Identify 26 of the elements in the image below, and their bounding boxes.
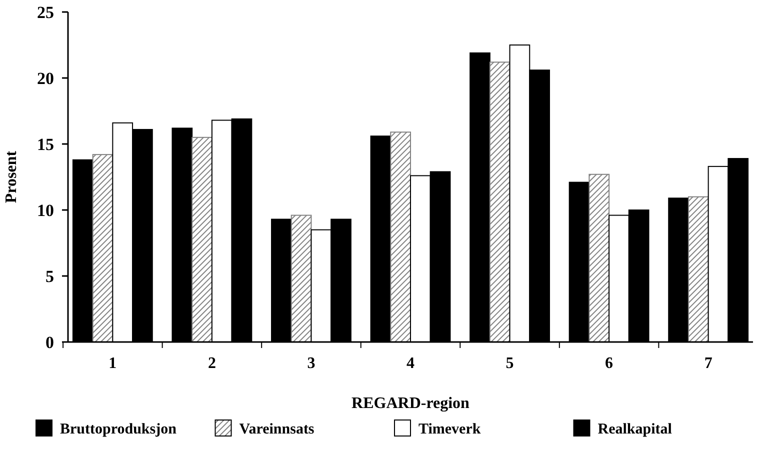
y-tick-label: 10 [37, 200, 54, 220]
y-tick-label: 20 [37, 68, 54, 88]
bar [92, 154, 114, 342]
legend-label: Vareinnsats [239, 421, 314, 438]
bar [192, 136, 212, 342]
x-tick-label: 6 [605, 355, 614, 372]
bar [290, 214, 312, 342]
bar [489, 62, 510, 342]
y-tick-label: 5 [46, 266, 54, 286]
x-tick-label: 4 [406, 355, 414, 372]
x-tick-label: 2 [208, 355, 216, 372]
bar [390, 132, 411, 342]
y-axis-title: Prosent [3, 150, 20, 204]
y-tick-label: 25 [37, 2, 54, 22]
x-tick-label: 5 [506, 355, 514, 372]
legend-label: Realkapital [598, 421, 672, 438]
y-tick-label: 0 [46, 332, 54, 352]
x-tick-label: 3 [307, 355, 316, 372]
legend-label: Timeverk [418, 421, 482, 438]
bar [588, 174, 610, 342]
y-tick-label: 15 [37, 134, 54, 154]
x-tick-label: 7 [704, 355, 712, 372]
x-tick-label: 1 [108, 355, 117, 372]
bar [688, 196, 709, 342]
x-axis-title: REGARD-region [352, 395, 470, 412]
legend-label: Bruttoproduksjon [60, 421, 178, 438]
